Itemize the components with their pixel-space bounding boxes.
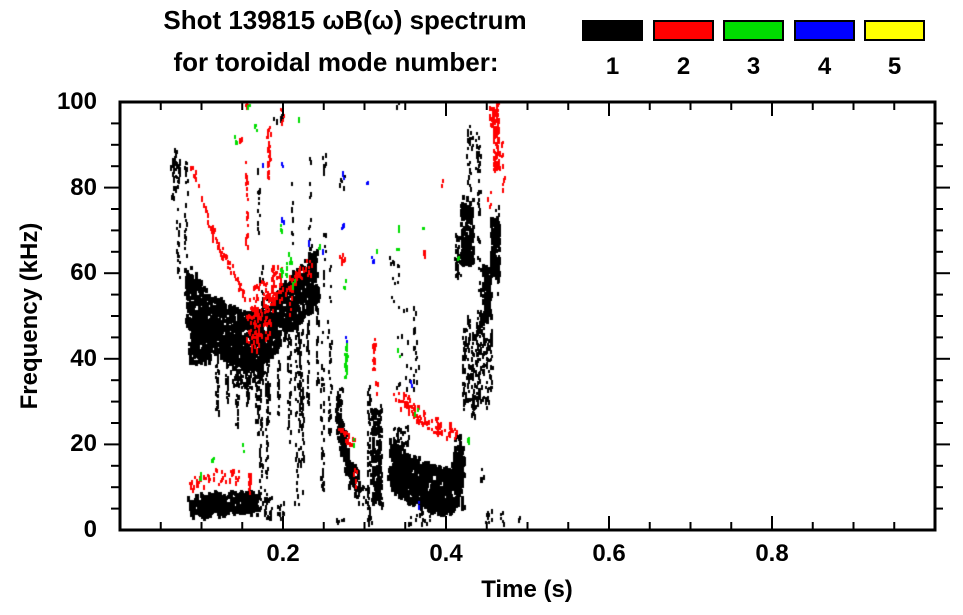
legend-swatch-n3 bbox=[723, 20, 784, 41]
y-tick-label-0: 0 bbox=[83, 516, 97, 543]
legend-swatch-n5 bbox=[864, 20, 925, 41]
x-tick-label-0.8: 0.8 bbox=[755, 540, 789, 567]
spectrogram-canvas bbox=[120, 102, 935, 530]
legend-label-n3: 3 bbox=[746, 53, 761, 80]
legend-label-n1: 1 bbox=[605, 53, 620, 80]
legend-swatch-n1 bbox=[582, 20, 643, 41]
legend-label-n5: 5 bbox=[887, 53, 902, 80]
y-tick-label-20: 20 bbox=[70, 430, 97, 458]
y-tick-label-80: 80 bbox=[70, 173, 97, 201]
x-tick-label-0.2: 0.2 bbox=[266, 540, 300, 567]
legend-swatch-n4 bbox=[794, 20, 855, 41]
legend-label-n4: 4 bbox=[817, 53, 832, 80]
x-tick-label-0.4: 0.4 bbox=[429, 540, 463, 567]
plot-title-line2: for toroidal mode number: bbox=[173, 47, 499, 77]
x-tick-label-0.6: 0.6 bbox=[592, 540, 626, 567]
x-axis-title: Time (s) bbox=[481, 576, 573, 603]
y-tick-label-100: 100 bbox=[56, 88, 97, 115]
y-axis-title: Frequency (kHz) bbox=[16, 222, 43, 410]
y-tick-label-40: 40 bbox=[70, 344, 97, 372]
y-tick-label-60: 60 bbox=[70, 259, 97, 287]
legend-swatch-n2 bbox=[653, 20, 714, 41]
legend-label-n2: 2 bbox=[676, 53, 691, 80]
plot-title-line1: Shot 139815 ωB(ω) spectrum bbox=[163, 5, 527, 35]
